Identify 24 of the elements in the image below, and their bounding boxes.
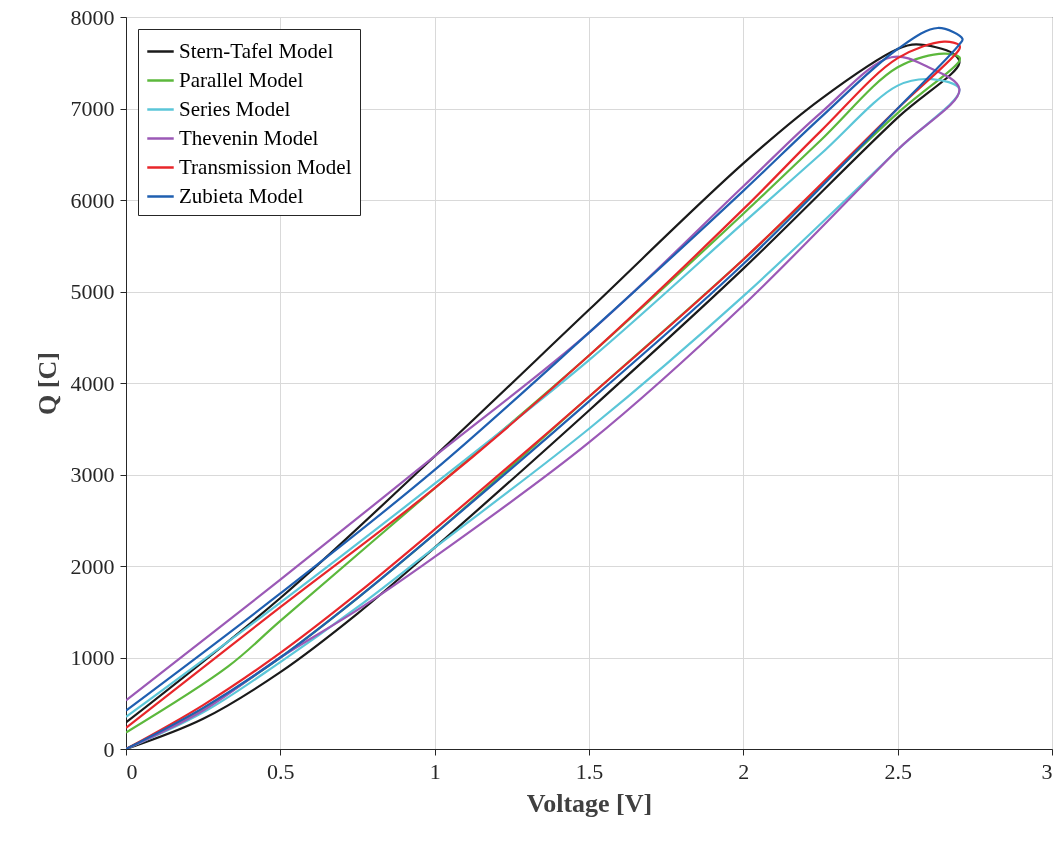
y-tick-label: 0: [103, 736, 115, 762]
y-tick-label: 7000: [70, 96, 115, 121]
x-axis-title: Voltage [V]: [526, 788, 653, 818]
legend-label: Parallel Model: [179, 67, 304, 92]
x-tick-label: 1: [429, 758, 441, 784]
legend-label: Stern-Tafel Model: [179, 38, 334, 63]
legend-label: Series Model: [179, 96, 291, 121]
x-tick-label: 0.5: [267, 758, 295, 784]
x-tick-label: 0: [126, 758, 138, 784]
x-tick-label: 2: [738, 758, 750, 784]
y-tick-label: 1000: [70, 645, 115, 670]
x-tick-label: 2.5: [884, 758, 912, 784]
y-tick-label: 8000: [70, 4, 115, 30]
x-tick-label: 1.5: [575, 758, 604, 784]
y-tick-label: 6000: [70, 187, 115, 213]
y-tick-label: 3000: [70, 462, 115, 487]
y-tick-label: 5000: [70, 279, 115, 304]
legend-label: Transmission Model: [179, 154, 352, 179]
y-axis-title: Q [C]: [32, 352, 62, 415]
legend-label: Thevenin Model: [179, 125, 319, 150]
legend-label: Zubieta Model: [179, 183, 304, 208]
x-tick-label: 3: [1041, 758, 1053, 784]
y-tick-label: 4000: [70, 370, 115, 396]
y-tick-label: 2000: [70, 553, 115, 579]
